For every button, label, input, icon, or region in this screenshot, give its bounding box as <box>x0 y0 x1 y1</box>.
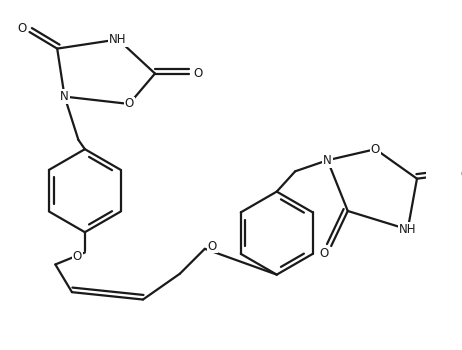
Text: O: O <box>125 97 134 111</box>
Text: O: O <box>371 143 380 156</box>
Text: N: N <box>60 90 69 103</box>
Text: O: O <box>194 67 203 80</box>
Text: O: O <box>460 168 462 181</box>
Text: O: O <box>18 22 27 35</box>
Text: O: O <box>73 250 82 263</box>
Text: N: N <box>323 154 332 167</box>
Text: O: O <box>207 239 217 253</box>
Text: NH: NH <box>109 33 127 46</box>
Text: O: O <box>319 247 328 260</box>
Text: NH: NH <box>399 223 416 236</box>
